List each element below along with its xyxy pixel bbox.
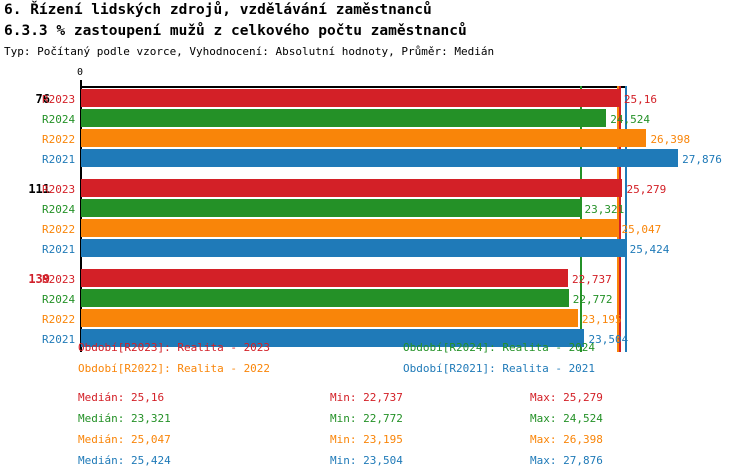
bar-r2024[interactable] — [81, 289, 569, 307]
bar-r2021[interactable] — [81, 149, 679, 167]
bar-value-label: 25,16 — [623, 93, 658, 106]
series-label-r2021: R2021 — [42, 243, 76, 256]
stat-median: Medián: 25,047 — [78, 433, 171, 446]
bar-r2024[interactable] — [81, 109, 607, 127]
series-label-r2023: R2023 — [42, 93, 76, 106]
median-reference-line-r2022 — [616, 86, 619, 352]
report-title-section: 6. Řízení lidských zdrojů, vzdělávání za… — [4, 2, 432, 18]
bar-value-label: 25,424 — [629, 243, 670, 256]
bar-r2021[interactable] — [81, 239, 626, 257]
median-reference-line-r2023 — [618, 86, 621, 352]
series-label-r2022: R2022 — [42, 223, 76, 236]
stat-median: Medián: 25,424 — [78, 454, 171, 467]
bar-r2022[interactable] — [81, 309, 578, 327]
bar-r2022[interactable] — [81, 129, 647, 147]
bar-r2023[interactable] — [81, 269, 569, 287]
bar-value-label: 23,321 — [584, 203, 625, 216]
bar-value-label: 22,772 — [572, 293, 613, 306]
legend-item: Období[R2021]: Realita - 2021 — [403, 362, 596, 375]
bar-value-label: 22,737 — [572, 273, 612, 286]
bar-value-label: 26,398 — [650, 133, 691, 146]
series-label-r2023: R2023 — [42, 183, 76, 196]
x-axis-line — [80, 86, 626, 88]
report-title-indicator: 6.3.3 % zastoupení mužů z celkového počt… — [4, 23, 467, 39]
stat-min: Min: 22,737 — [330, 391, 403, 404]
stat-max: Max: 25,279 — [530, 391, 603, 404]
report-subtitle: Typ: Počítaný podle vzorce, Vyhodnocení:… — [4, 45, 495, 58]
bar-value-label: 23,504 — [588, 333, 629, 346]
stat-min: Min: 22,772 — [330, 412, 403, 425]
bar-r2021[interactable] — [81, 329, 585, 347]
series-label-r2023: R2023 — [42, 273, 76, 286]
bar-chart: 0 76 R2023 25,16 R2024 24,524 R2022 26,398 R2021… — [0, 67, 750, 352]
group-label: 76 — [35, 92, 50, 106]
series-label-r2024: R2024 — [42, 113, 76, 126]
series-label-r2021: R2021 — [42, 333, 76, 346]
stat-median: Medián: 23,321 — [78, 412, 171, 425]
group-label: 111 — [28, 182, 50, 196]
legend-item: Období[R2024]: Realita - 2024 — [403, 341, 596, 354]
bar-r2022[interactable] — [81, 219, 618, 237]
legend-item: Období[R2023]: Realita - 2023 — [78, 341, 271, 354]
series-label-r2024: R2024 — [42, 293, 76, 306]
stat-max: Max: 24,524 — [530, 412, 603, 425]
series-label-r2022: R2022 — [42, 133, 76, 146]
series-label-r2024: R2024 — [42, 203, 76, 216]
stat-min: Min: 23,195 — [330, 433, 403, 446]
bar-value-label: 25,279 — [626, 183, 667, 196]
bar-r2023[interactable] — [81, 179, 623, 197]
bar-value-label: 23,195 — [581, 313, 622, 326]
x-axis-tick — [80, 80, 82, 86]
stat-min: Min: 23,504 — [330, 454, 403, 467]
x-axis-zero-label: 0 — [77, 67, 84, 78]
stat-max: Max: 27,876 — [530, 454, 603, 467]
legend-item: Období[R2022]: Realita - 2022 — [78, 362, 271, 375]
stat-max: Max: 26,398 — [530, 433, 603, 446]
median-reference-line-r2021 — [624, 86, 627, 352]
series-label-r2022: R2022 — [42, 313, 76, 326]
stat-median: Medián: 25,16 — [78, 391, 165, 404]
bar-r2024[interactable] — [81, 199, 581, 217]
bar-value-label: 25,047 — [621, 223, 662, 236]
bar-r2023[interactable] — [81, 89, 620, 107]
bar-value-label: 27,876 — [682, 153, 722, 166]
bar-value-label: 24,524 — [610, 113, 651, 126]
group-label: 139 — [28, 272, 50, 286]
series-label-r2021: R2021 — [42, 153, 76, 166]
